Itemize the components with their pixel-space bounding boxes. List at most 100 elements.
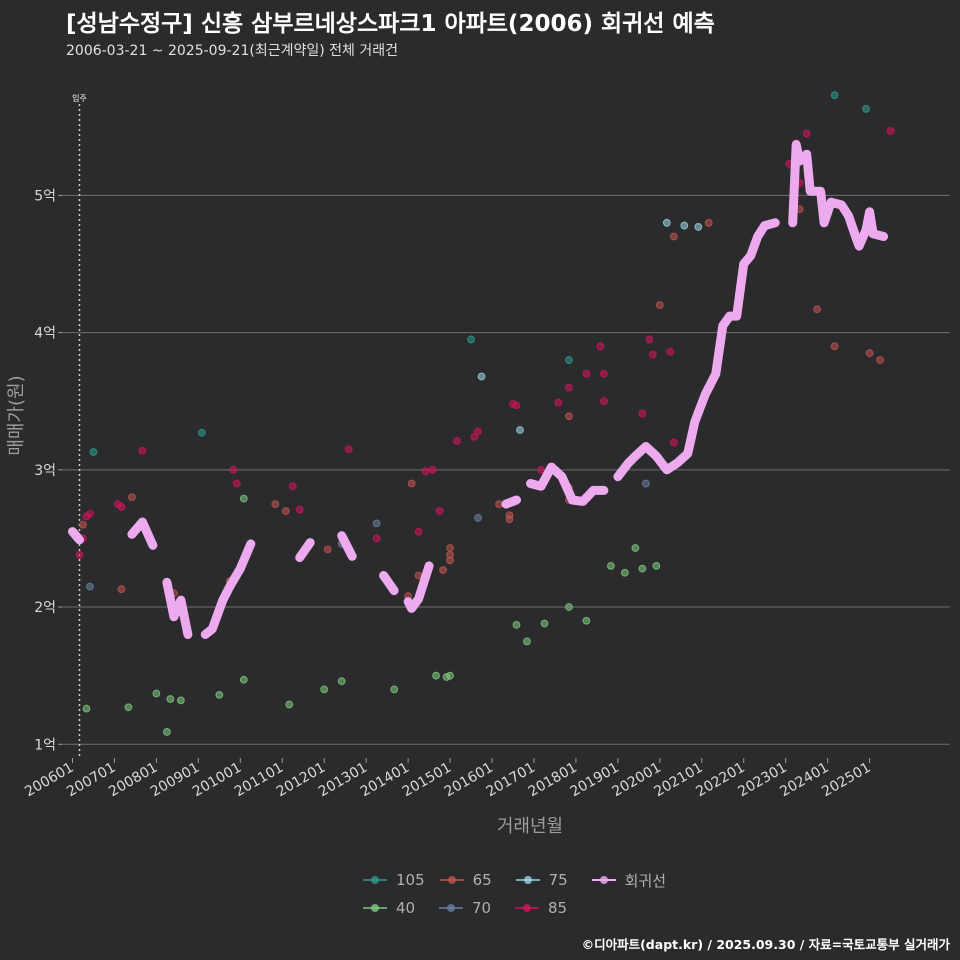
regression-line [200,539,256,639]
point-70 [641,479,650,488]
point-65 [865,349,874,358]
regression-line [127,517,158,550]
point-65 [439,566,447,574]
point-40 [512,620,521,629]
chart-subtitle: 2006-03-21 ~ 2025-09-21(최근계약일) 전체 거래건 [66,43,398,59]
point-40 [162,728,171,736]
point-85 [470,432,479,441]
move-in-label: 입주 [72,94,87,103]
regression-line [788,140,889,251]
point-40 [337,677,346,686]
point-75 [516,426,524,434]
legend-key-회귀선 [589,870,619,890]
point-85 [669,438,678,447]
point-40 [320,685,329,694]
regression-line [162,577,193,639]
point-85 [421,467,430,476]
point-40 [446,671,454,680]
point-85 [565,383,573,392]
legend-label: 105 [396,871,425,889]
point-85 [599,369,608,378]
x-axis-label: 거래년월 [497,816,563,837]
legend-label: 회귀선 [624,871,667,890]
point-40 [82,704,91,713]
point-40 [523,637,531,646]
point-65 [79,520,87,529]
point-70 [474,513,482,522]
y-tick-label: 1억 [34,737,56,753]
legend-key-75 [513,870,543,890]
point-85 [372,534,381,543]
legend-label: 70 [472,899,492,917]
point-85 [288,482,297,491]
point-40 [285,700,294,709]
point-85 [886,126,895,135]
y-tick-label: 2억 [34,600,56,616]
point-65 [655,301,664,310]
chart-caption: ©디아파트(dapt.kr) / 2025.09.30 / 자료=국토교통부 실… [581,937,950,952]
point-85 [512,401,521,410]
point-85 [582,369,591,378]
point-75 [694,223,703,231]
point-65 [565,412,573,421]
point-65 [495,500,503,509]
legend-item-75: 75 [513,870,577,890]
point-65 [830,342,839,351]
legend-key-85 [512,898,542,918]
legend-item-70: 70 [436,898,500,918]
point-85 [138,446,147,455]
point-105 [565,356,573,364]
point-85 [537,465,545,474]
point-85 [117,502,126,511]
legend-item-85: 85 [512,898,576,918]
legend-label: 75 [548,871,568,889]
point-85 [295,505,304,514]
point-40 [620,568,629,577]
regression-line [403,561,434,613]
point-75 [662,218,671,227]
point-65 [323,545,332,554]
regression-line [501,495,521,509]
point-85 [645,335,654,344]
point-85 [599,397,608,406]
point-105 [197,428,206,437]
point-85 [414,527,423,536]
point-65 [446,556,454,565]
legend-key-40 [360,898,390,918]
point-85 [428,465,437,474]
point-40 [239,494,248,503]
point-85 [802,129,811,138]
legend-item-105: 105 [360,870,425,890]
point-85 [453,437,461,445]
y-tick-label: 4억 [34,326,56,342]
point-40 [432,671,440,680]
point-105 [862,105,870,113]
legend-item-회귀선: 회귀선 [589,870,671,891]
point-65 [117,585,126,594]
point-85 [638,409,647,418]
point-75 [477,372,486,381]
point-75 [680,221,689,230]
point-40 [166,695,175,703]
chart-legend: 105 65 75 회귀선 40 70 85 [360,866,683,922]
point-65 [813,305,822,314]
point-85 [474,427,482,436]
legend-label: 40 [396,899,416,917]
point-65 [281,507,290,515]
point-70 [86,582,94,591]
point-40 [176,696,185,705]
point-85 [344,445,353,454]
regression-line [526,462,609,506]
point-40 [582,616,591,625]
point-85 [435,507,444,515]
legend-label: 65 [472,871,492,889]
y-tick-label: 3억 [34,463,56,479]
point-65 [704,218,713,227]
regression-line [295,538,315,563]
point-85 [648,350,657,359]
point-85 [232,479,241,488]
point-85 [666,347,675,356]
point-65 [505,511,514,520]
point-65 [271,500,280,509]
